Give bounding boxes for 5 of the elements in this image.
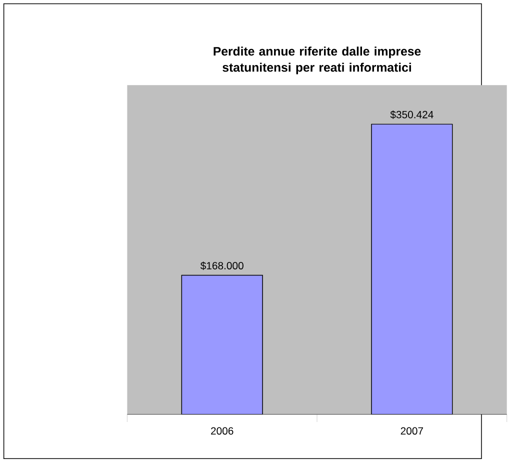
data-label: $350.424 <box>390 110 434 119</box>
data-label: $168.000 <box>200 261 244 270</box>
x-tick-label: 2007 <box>400 427 424 434</box>
chart-title: Perdite annue riferite dalle imprese statunitensi per reati informatici <box>214 46 421 74</box>
x-tick-label: 2006 <box>211 427 234 434</box>
